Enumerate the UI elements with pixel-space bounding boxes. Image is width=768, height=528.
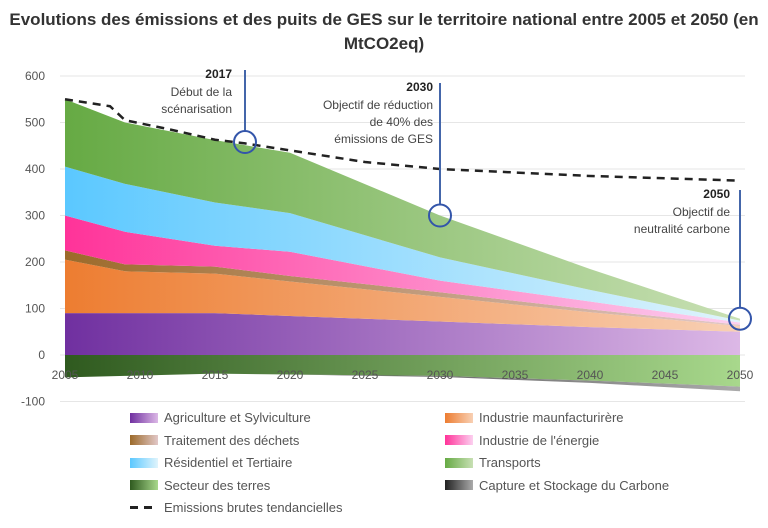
legend-label: Résidentiel et Tertiaire: [164, 455, 293, 470]
y-tick-label: 100: [25, 302, 45, 316]
legend-label: Secteur des terres: [164, 477, 271, 493]
annotation-text: de 40% des: [370, 115, 433, 129]
plot-area: 600 500 400 300 200 100 0 -100 2005 2010 2015 2020 2…: [21, 67, 754, 409]
annotation-text: émissions de GES: [334, 132, 433, 146]
legend-label: Capture et Stockage du Carbone: [479, 477, 670, 493]
legend-item: Emissions brutes tendancielles: [130, 500, 342, 515]
y-tick-label: -100: [21, 395, 45, 409]
legend-swatch: [445, 412, 473, 423]
annotation-year: 2030: [406, 80, 433, 94]
area-r-sidentiel-et-tertiaire: [65, 166, 740, 323]
legend-item: Capture et Stockage du Carbone: [445, 478, 669, 493]
area-industrie-de-l-nergie: [65, 215, 740, 325]
chart-title: Evolutions des émissions et des puits de…: [9, 10, 759, 53]
annotation-text: neutralité carbone: [634, 222, 730, 236]
area-industrie-maunfacturir-re: [65, 259, 740, 332]
legend-item: Secteur des terres: [130, 478, 270, 493]
legend-swatch: [130, 435, 158, 445]
legend-label: Emissions brutes tendancielles: [164, 500, 343, 515]
annotation-circle: [728, 306, 752, 331]
legend-swatch: [130, 506, 158, 509]
annotation-circle: [428, 203, 452, 228]
legend-item: Résidentiel et Tertiaire: [130, 455, 292, 470]
annotation-text: Objectif de réduction: [323, 98, 433, 112]
legend-label: Industrie de l'énergie: [479, 432, 600, 448]
legend-item: Transports: [445, 455, 541, 470]
y-tick-label: 600: [25, 69, 45, 83]
area-agriculture-et-sylviculture: [65, 313, 740, 355]
y-tick-label: 500: [25, 116, 45, 130]
legend-item: Agriculture et Sylviculture: [130, 410, 311, 425]
area-secteur-des-terres: [65, 355, 740, 387]
y-tick-label: 300: [25, 209, 45, 223]
x-tick-label: 2045: [652, 368, 679, 382]
x-tick-label: 2050: [727, 368, 754, 382]
legend-swatch: [130, 480, 158, 490]
annotation-text: scénarisation: [161, 102, 232, 116]
legend-swatch: [130, 457, 158, 468]
annotation-circle: [233, 130, 257, 155]
trend-line: [64, 98, 741, 182]
legend-item: Industrie maunfacturirère: [445, 410, 624, 425]
x-tick-label: 2030: [427, 368, 454, 382]
legend-item: Traitement des déchets: [130, 433, 299, 448]
x-tick-label: 2010: [127, 368, 154, 382]
annotation-text: Début de la: [171, 85, 233, 99]
legend-swatch: [445, 435, 473, 445]
annotation-text: Objectif de: [673, 205, 731, 219]
legend-label: Agriculture et Sylviculture: [164, 410, 311, 425]
legend-label: Industrie maunfacturirère: [479, 410, 624, 425]
annotation-year: 2050: [703, 187, 730, 201]
x-tick-label: 2040: [577, 368, 604, 382]
y-tick-label: 200: [25, 255, 45, 269]
legend-swatch: [130, 412, 158, 423]
legend-label: Traitement des déchets: [164, 432, 300, 448]
x-tick-label: 2015: [202, 368, 229, 382]
y-tick-label: 0: [38, 348, 45, 362]
annotation-year: 2017: [205, 67, 232, 81]
x-tick-label: 2025: [352, 368, 379, 382]
area-transports: [65, 99, 740, 321]
area-traitement-des-d-chets: [65, 250, 740, 327]
x-tick-label: 2005: [52, 368, 79, 382]
x-tick-label: 2020: [277, 368, 304, 382]
legend-item: Industrie de l'énergie: [445, 433, 599, 448]
legend-swatch: [445, 480, 473, 490]
x-tick-label: 2035: [502, 368, 529, 382]
legend-swatch: [445, 457, 473, 468]
y-tick-label: 400: [25, 162, 45, 176]
legend-label: Transports: [479, 455, 541, 470]
area-capture-et-stockage-du-carbone: [65, 373, 740, 392]
